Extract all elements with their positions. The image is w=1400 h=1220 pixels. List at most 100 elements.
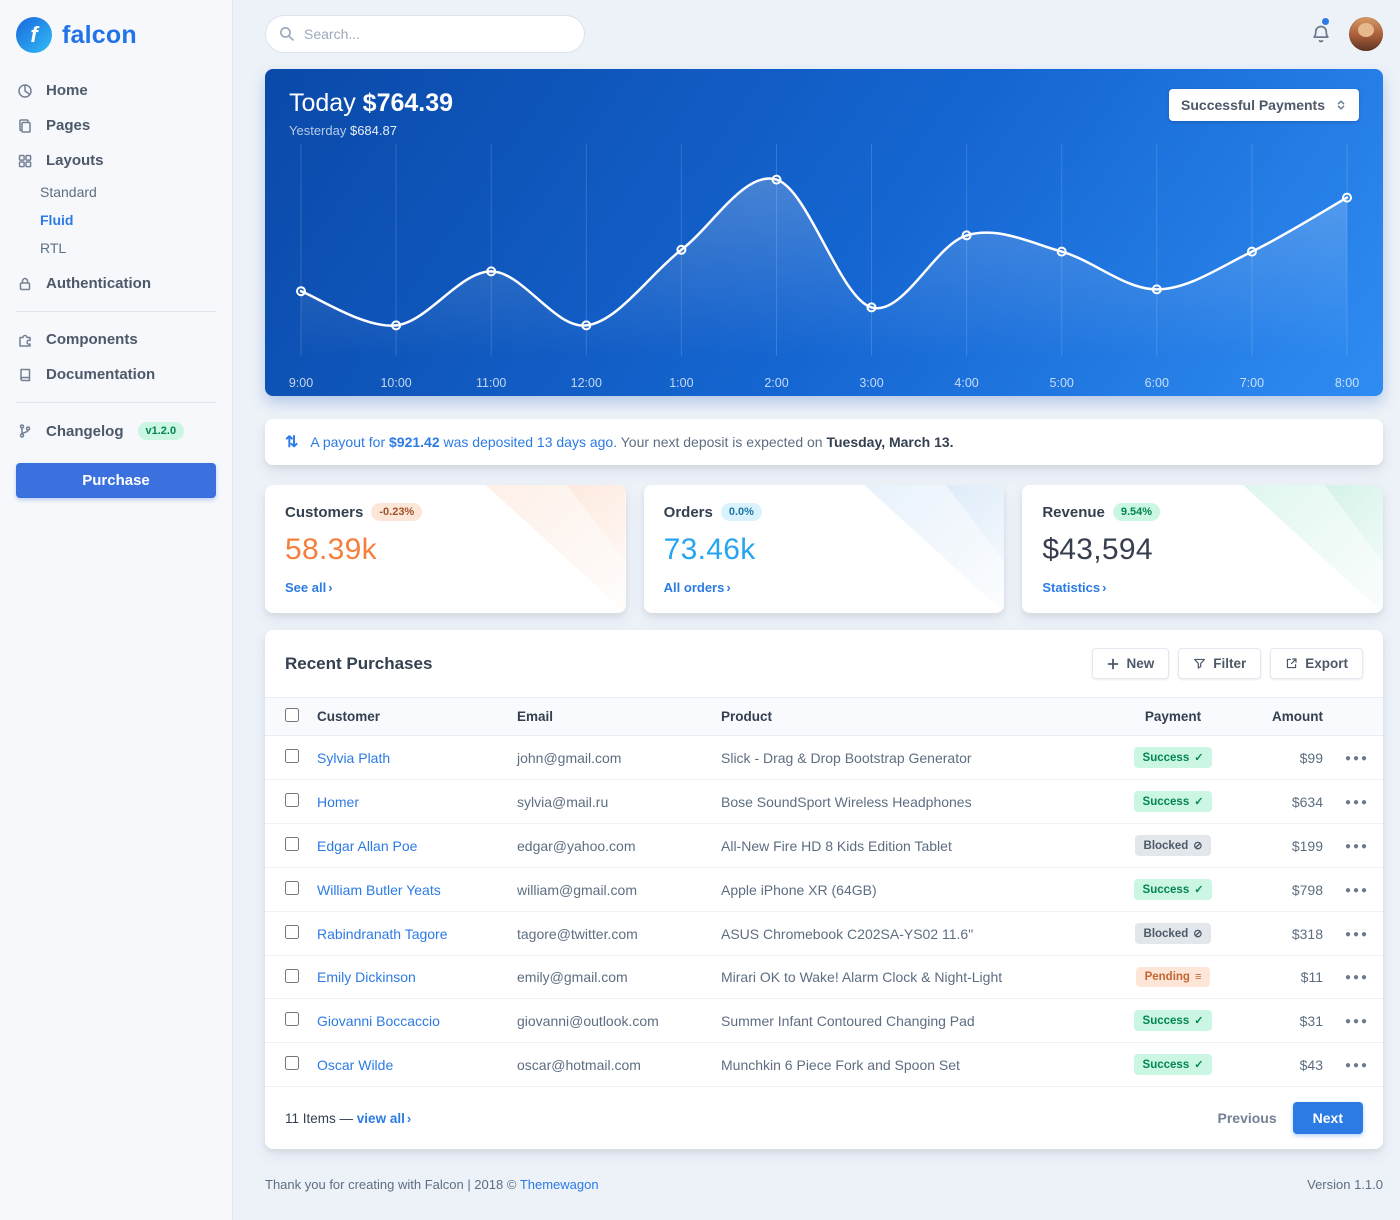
payment-badge: Success ✓ bbox=[1133, 791, 1213, 812]
see-all-link[interactable]: See all › bbox=[285, 580, 333, 595]
chevron-right-icon: › bbox=[328, 580, 333, 595]
svg-text:8:00: 8:00 bbox=[1335, 376, 1359, 390]
chart-line bbox=[299, 177, 1349, 327]
customer-link[interactable]: Emily Dickinson bbox=[317, 969, 416, 985]
chart-x-labels: 9:00 10:00 11:00 12:00 1:00 2:00 3:00 4:00 5:00 6… bbox=[289, 376, 1359, 390]
amount-cell: $31 bbox=[1239, 998, 1331, 1043]
falcon-logo[interactable]: f falcon bbox=[0, 0, 232, 73]
amount-cell: $43 bbox=[1239, 1042, 1331, 1087]
search-input[interactable] bbox=[265, 15, 585, 53]
stats-row: Customers -0.23% 58.39k See all › Orders … bbox=[265, 485, 1383, 613]
payout-link[interactable]: A payout for bbox=[310, 434, 386, 450]
customer-link[interactable]: Rabindranath Tagore bbox=[317, 925, 448, 942]
sidebar-item-standard[interactable]: Standard bbox=[40, 184, 97, 200]
row-checkbox[interactable] bbox=[285, 968, 299, 983]
sidebar-item-label: Changelog bbox=[46, 422, 124, 440]
sidebar-item-documentation[interactable]: Documentation bbox=[0, 357, 232, 392]
statistics-link[interactable]: Statistics › bbox=[1042, 580, 1107, 595]
success-icon: ✓ bbox=[1194, 752, 1204, 764]
search-box bbox=[265, 15, 585, 53]
avatar[interactable] bbox=[1349, 17, 1383, 51]
column-header-amount: Amount bbox=[1239, 697, 1331, 736]
notifications-button[interactable] bbox=[1311, 17, 1331, 49]
view-all-link[interactable]: view all › bbox=[356, 1110, 412, 1126]
svg-text:1:00: 1:00 bbox=[669, 376, 693, 390]
table-row: Edgar Allan Poe edgar@yahoo.com All-New … bbox=[265, 823, 1383, 868]
stat-title: Orders bbox=[663, 503, 713, 521]
select-all-checkbox[interactable] bbox=[285, 708, 299, 722]
row-checkbox[interactable] bbox=[285, 925, 299, 939]
payout-amount-link[interactable]: $921.42 bbox=[389, 434, 440, 450]
all-orders-link[interactable]: All orders › bbox=[663, 580, 731, 595]
export-button[interactable]: Export bbox=[1270, 648, 1363, 679]
column-header-customer: Customer bbox=[309, 697, 509, 736]
email-cell: oscar@hotmail.com bbox=[509, 1042, 713, 1087]
sidebar-item-authentication[interactable]: Authentication bbox=[0, 266, 232, 301]
customer-link[interactable]: Giovanni Boccaccio bbox=[317, 1012, 440, 1029]
payments-line-chart[interactable]: 9:00 10:00 11:00 12:00 1:00 2:00 3:00 4:00 5:00 6… bbox=[265, 144, 1383, 396]
svg-text:9:00: 9:00 bbox=[289, 376, 313, 390]
items-count: 11 Items — view all › bbox=[285, 1110, 412, 1126]
row-actions-button[interactable]: ●●● bbox=[1341, 1012, 1373, 1031]
row-actions-button[interactable]: ●●● bbox=[1341, 749, 1373, 768]
purchases-title: Recent Purchases bbox=[285, 653, 433, 673]
purchases-actions: New Filter Export bbox=[1092, 648, 1363, 679]
new-button[interactable]: New bbox=[1092, 648, 1170, 679]
today-total: Today $764.39 bbox=[289, 89, 454, 117]
next-button[interactable]: Next bbox=[1292, 1102, 1363, 1134]
bell-icon bbox=[1313, 25, 1329, 42]
chart-totals: Today $764.39 Yesterday $684.87 bbox=[289, 89, 453, 138]
blocked-icon: ⊘ bbox=[1193, 928, 1203, 940]
search-icon bbox=[278, 25, 295, 47]
row-checkbox[interactable] bbox=[285, 793, 299, 807]
sidebar-item-changelog[interactable]: Changelog v1.2.0 bbox=[0, 413, 232, 449]
row-actions-button[interactable]: ●●● bbox=[1341, 881, 1373, 900]
customer-link[interactable]: Sylvia Plath bbox=[317, 749, 391, 766]
previous-button[interactable]: Previous bbox=[1217, 1110, 1277, 1126]
table-row: Rabindranath Tagore tagore@twitter.com A… bbox=[265, 911, 1383, 956]
recent-purchases-card: Recent Purchases New Filter Export bbox=[265, 630, 1383, 1149]
row-checkbox[interactable] bbox=[285, 837, 299, 851]
sidebar-item-pages[interactable]: Pages bbox=[0, 108, 232, 143]
customer-link[interactable]: Oscar Wilde bbox=[317, 1056, 394, 1073]
sidebar-item-fluid[interactable]: Fluid bbox=[40, 212, 74, 228]
row-actions-button[interactable]: ●●● bbox=[1341, 793, 1373, 812]
sidebar-divider bbox=[16, 311, 216, 312]
amount-cell: $318 bbox=[1239, 911, 1331, 956]
row-checkbox[interactable] bbox=[285, 1012, 299, 1026]
customer-link[interactable]: Edgar Allan Poe bbox=[317, 837, 418, 854]
product-cell: ASUS Chromebook C202SA-YS02 11.6" bbox=[713, 911, 1107, 956]
topbar bbox=[265, 0, 1383, 69]
row-actions-button[interactable]: ●●● bbox=[1341, 968, 1373, 987]
purchase-button[interactable]: Purchase bbox=[16, 463, 216, 498]
footer-version: Version 1.1.0 bbox=[1307, 1177, 1383, 1192]
svg-text:11:00: 11:00 bbox=[476, 376, 506, 390]
product-cell: All-New Fire HD 8 Kids Edition Tablet bbox=[713, 823, 1107, 868]
payout-date: Tuesday, March 13. bbox=[826, 434, 954, 450]
payments-type-select[interactable]: Successful Payments bbox=[1169, 89, 1359, 121]
filter-button[interactable]: Filter bbox=[1178, 648, 1262, 679]
sidebar-item-layouts[interactable]: Layouts bbox=[0, 143, 232, 178]
row-actions-button[interactable]: ●●● bbox=[1341, 837, 1373, 856]
sidebar-item-components[interactable]: Components bbox=[0, 322, 232, 357]
payout-link[interactable]: was deposited 13 days ago bbox=[443, 434, 614, 450]
sidebar-item-rtl[interactable]: RTL bbox=[40, 240, 67, 256]
email-cell: william@gmail.com bbox=[509, 867, 713, 912]
row-checkbox[interactable] bbox=[285, 1056, 299, 1070]
logo-text: falcon bbox=[62, 20, 137, 49]
layouts-subnav: Standard Fluid RTL bbox=[0, 178, 232, 266]
row-actions-button[interactable]: ●●● bbox=[1341, 1056, 1373, 1075]
sidebar-item-home[interactable]: Home bbox=[0, 73, 232, 108]
version-badge: v1.2.0 bbox=[137, 422, 185, 440]
customer-link[interactable]: Homer bbox=[317, 793, 360, 810]
puzzle-piece-icon bbox=[16, 332, 34, 348]
table-row: Emily Dickinson emily@gmail.com Mirari O… bbox=[265, 955, 1383, 999]
payment-badge: Success ✓ bbox=[1133, 747, 1213, 768]
chart-pie-icon bbox=[16, 83, 34, 99]
customer-link[interactable]: William Butler Yeats bbox=[317, 881, 441, 898]
themewagon-link[interactable]: Themewagon bbox=[519, 1177, 599, 1192]
row-actions-button[interactable]: ●●● bbox=[1341, 925, 1373, 944]
row-checkbox[interactable] bbox=[285, 749, 299, 763]
amount-cell: $199 bbox=[1239, 823, 1331, 868]
row-checkbox[interactable] bbox=[285, 881, 299, 895]
